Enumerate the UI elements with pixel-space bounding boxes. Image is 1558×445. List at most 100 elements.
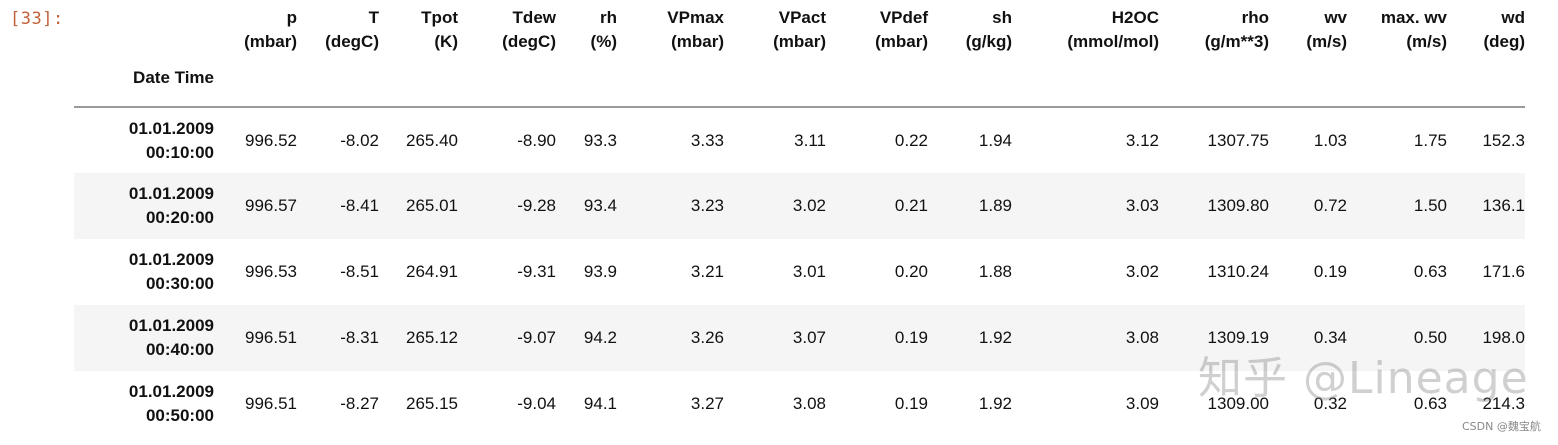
row-index: 01.01.2009 00:40:00 — [74, 305, 214, 371]
dataframe-table: p (mbar) T (degC) Tpot (K) Tdew (degC) rh (%) VPma… — [74, 2, 1525, 437]
index-header-spacer — [1012, 66, 1159, 107]
column-header-name: sh — [992, 8, 1012, 27]
column-header-unit: (mbar) — [875, 32, 928, 51]
index-header-spacer — [379, 66, 458, 107]
index-header-spacer — [724, 66, 826, 107]
table-cell: 0.19 — [894, 394, 928, 413]
column-header-unit: (g/kg) — [965, 32, 1012, 51]
corner-header — [74, 2, 214, 66]
column-header: VPact (mbar) — [724, 2, 826, 66]
column-header: H2OC (mmol/mol) — [1012, 2, 1159, 66]
table-row: 01.01.2009 00:30:00 996.53 -8.51 264.91 -9.31… — [74, 239, 1525, 305]
column-header-unit: (K) — [434, 32, 458, 51]
table-cell: 3.02 — [792, 196, 826, 215]
table-cell: 1.89 — [978, 196, 1012, 215]
table-row: 01.01.2009 00:50:00 996.51 -8.27 265.15 -9.04… — [74, 371, 1525, 437]
index-header-spacer — [617, 66, 724, 107]
column-header: wd (deg) — [1447, 2, 1525, 66]
table-cell: 996.52 — [245, 130, 297, 150]
index-name-header: Date Time — [133, 68, 214, 87]
index-header-spacer — [1347, 66, 1447, 107]
column-header-name: VPmax — [667, 8, 724, 27]
table-cell: -9.07 — [517, 328, 556, 347]
row-index-date: 01.01.2009 — [128, 316, 214, 335]
column-header-unit: (mbar) — [671, 32, 724, 51]
table-cell: 1.03 — [1313, 130, 1347, 150]
column-header: wv (m/s) — [1269, 2, 1347, 66]
table-cell: 3.02 — [1125, 262, 1159, 281]
column-header: rh (%) — [556, 2, 617, 66]
row-index: 01.01.2009 00:30:00 — [74, 239, 214, 305]
index-header-spacer — [1269, 66, 1347, 107]
index-header-row: Date Time — [74, 66, 1525, 107]
table-cell: -8.41 — [340, 196, 379, 215]
column-header-unit: (%) — [590, 32, 617, 51]
table-cell: -9.31 — [517, 262, 556, 281]
index-header-spacer — [826, 66, 928, 107]
table-cell: -8.90 — [517, 130, 556, 150]
row-index-time: 00:40:00 — [145, 340, 214, 359]
table-cell: 0.63 — [1413, 394, 1447, 413]
table-cell: 94.2 — [583, 328, 617, 347]
table-cell: 0.34 — [1313, 328, 1347, 347]
table-cell: 3.11 — [794, 130, 826, 150]
table-cell: 1.88 — [978, 262, 1012, 281]
table-cell: 198.0 — [1482, 328, 1525, 347]
table-cell: 996.53 — [245, 262, 297, 281]
row-index-date: 01.01.2009 — [128, 184, 214, 203]
column-header: Tdew (degC) — [458, 2, 556, 66]
row-index-time: 00:20:00 — [145, 208, 214, 227]
column-header: sh (g/kg) — [928, 2, 1012, 66]
row-index: 01.01.2009 00:20:00 — [74, 173, 214, 239]
column-header-unit: (mmol/mol) — [1067, 32, 1159, 51]
table-cell: 0.32 — [1313, 394, 1347, 413]
table-cell: 1309.80 — [1207, 196, 1269, 215]
index-header-spacer — [214, 66, 297, 107]
table-cell: 0.19 — [1313, 262, 1347, 281]
table-cell: -8.02 — [340, 130, 379, 150]
row-index: 01.01.2009 00:50:00 — [74, 371, 214, 437]
table-cell: 3.07 — [792, 328, 826, 347]
column-header-name: wd — [1501, 8, 1525, 27]
table-cell: 93.9 — [583, 262, 617, 281]
table-cell: 1.50 — [1413, 196, 1447, 215]
table-cell: 265.01 — [406, 196, 458, 215]
table-cell: 1309.00 — [1207, 394, 1269, 413]
column-header-unit: (g/m**3) — [1204, 32, 1269, 51]
table-cell: 3.08 — [792, 394, 826, 413]
column-header: VPdef (mbar) — [826, 2, 928, 66]
column-header: Tpot (K) — [379, 2, 458, 66]
row-index-time: 00:50:00 — [145, 406, 214, 425]
table-cell: 1307.75 — [1207, 130, 1269, 150]
cell-prompt: [33]: — [10, 9, 64, 29]
table-cell: 93.4 — [583, 196, 617, 215]
table-cell: 0.20 — [894, 262, 928, 281]
table-cell: 3.03 — [1125, 196, 1159, 215]
index-header-spacer — [1447, 66, 1525, 107]
column-header-name: wv — [1324, 8, 1347, 27]
row-index-date: 01.01.2009 — [128, 250, 214, 269]
table-cell: -8.51 — [340, 262, 379, 281]
table-cell: -8.27 — [340, 394, 379, 413]
table-cell: 3.27 — [690, 394, 724, 413]
column-header-row: p (mbar) T (degC) Tpot (K) Tdew (degC) rh (%) VPma… — [74, 2, 1525, 66]
column-header-name: rh — [600, 8, 617, 27]
table-cell: 152.3 — [1482, 130, 1525, 150]
column-header-name: Tdew — [512, 8, 556, 27]
column-header-unit: (deg) — [1483, 32, 1525, 51]
table-cell: 1309.19 — [1207, 328, 1269, 347]
table-cell: 3.01 — [792, 262, 826, 281]
table-cell: 1.94 — [978, 130, 1012, 150]
table-cell: 0.21 — [894, 196, 928, 215]
table-cell: -8.31 — [340, 328, 379, 347]
column-header-name: max. wv — [1380, 8, 1447, 27]
table-cell: 214.3 — [1482, 394, 1525, 413]
table-cell: 0.19 — [894, 328, 928, 347]
table-cell: 996.51 — [245, 328, 297, 347]
table-cell: 3.21 — [690, 262, 724, 281]
table-cell: 3.23 — [690, 196, 724, 215]
table-cell: 265.12 — [406, 328, 458, 347]
column-header-name: VPact — [778, 8, 826, 27]
table-body: 01.01.2009 00:10:00 996.52 -8.02 265.40 -8.90… — [74, 107, 1525, 437]
table-cell: 996.57 — [245, 196, 297, 215]
